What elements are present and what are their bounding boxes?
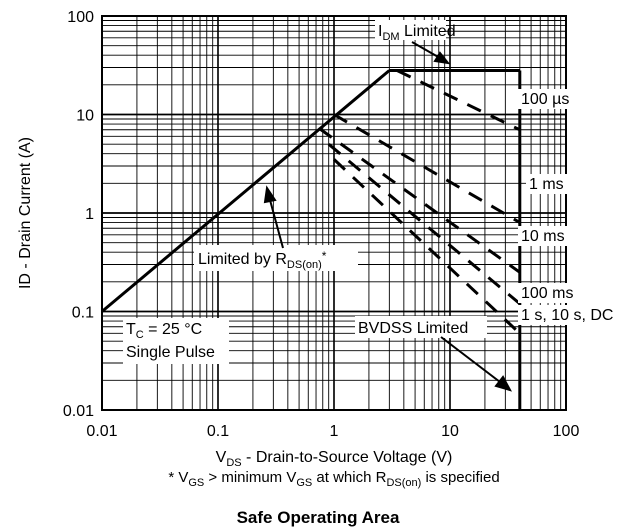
x-tick-label: 100 bbox=[553, 423, 580, 440]
curve-label-bg-4 bbox=[518, 305, 626, 325]
curve-label-bg-1 bbox=[526, 174, 576, 194]
idm-label: IDM Limited bbox=[378, 23, 456, 43]
idm-label-bg bbox=[375, 20, 446, 40]
rds-arrow-line bbox=[269, 199, 284, 249]
tc-label-post: = 25 °C bbox=[144, 321, 202, 338]
curve-label-100ms: 100 ms bbox=[521, 285, 573, 302]
curve-label-bg-3 bbox=[518, 283, 590, 303]
idm-arrow-line bbox=[411, 41, 441, 59]
rds-label-post: * bbox=[322, 249, 327, 263]
footnote-subscript: GS bbox=[296, 477, 312, 489]
conditions-label-bg bbox=[123, 318, 229, 364]
idm-label-pre: I bbox=[378, 23, 382, 40]
y-tick-label: 100 bbox=[67, 9, 94, 26]
y-tick-label: 0.1 bbox=[72, 305, 94, 322]
y-tick-label: 1 bbox=[85, 206, 94, 223]
x-axis-label: VDS - Drain-to-Source Voltage (V) bbox=[216, 449, 453, 469]
bvdss-arrow-line bbox=[440, 336, 501, 383]
tick-labels: 0.01 0.1 1 10 100 0.01 0.1 1 10 100 bbox=[63, 9, 580, 440]
footnote-text: > minimum V bbox=[204, 469, 296, 486]
y-axis-label: ID - Drain Current (A) bbox=[17, 137, 34, 289]
tc-label-sub: C bbox=[136, 329, 144, 341]
x-tick-label: 0.01 bbox=[86, 423, 117, 440]
bvdss-arrowhead bbox=[494, 375, 513, 392]
bvdss-label: BVDSS Limited bbox=[358, 320, 468, 337]
curve-label-100us: 100 µs bbox=[521, 91, 569, 108]
footnote-text: is specified bbox=[421, 469, 499, 486]
x-axis-label-post: - Drain-to-Source Voltage (V) bbox=[242, 449, 453, 466]
footnote-subscript: DS(on) bbox=[386, 477, 421, 489]
chart-title: Safe Operating Area bbox=[237, 508, 400, 527]
tc-label-pre: T bbox=[126, 321, 136, 338]
series-line-3 bbox=[396, 69, 521, 132]
rds-label-pre: Limited by R bbox=[198, 251, 287, 268]
series-line-0 bbox=[101, 69, 391, 313]
y-tick-label: 0.01 bbox=[63, 403, 94, 420]
x-tick-label: 0.1 bbox=[207, 423, 229, 440]
footnote-subscript: GS bbox=[188, 477, 204, 489]
x-tick-label: 1 bbox=[330, 423, 339, 440]
rds-arrowhead bbox=[263, 185, 277, 204]
tc-label: TC = 25 °C bbox=[126, 321, 202, 341]
rds-label: Limited by RDS(on)* bbox=[198, 249, 327, 271]
x-axis-label-sub: DS bbox=[226, 457, 241, 469]
x-tick-label: 10 bbox=[441, 423, 459, 440]
x-axis-label-pre: V bbox=[216, 449, 227, 466]
curve-label-1ms: 1 ms bbox=[529, 176, 564, 193]
curve-label-dc: 1 s, 10 s, DC bbox=[521, 307, 613, 324]
rds-label-sub: DS(on) bbox=[287, 259, 322, 271]
plot-frame bbox=[101, 15, 567, 411]
footnote-text: * V bbox=[168, 469, 188, 486]
curve-label-bg-2 bbox=[518, 226, 578, 246]
idm-arrowhead bbox=[433, 51, 451, 65]
y-tick-label: 10 bbox=[76, 108, 94, 125]
footnote: * VGS > minimum VGS at which RDS(on) is … bbox=[168, 469, 499, 489]
idm-label-post: Limited bbox=[400, 23, 456, 40]
bvdss-label-bg bbox=[355, 316, 487, 338]
annotation-arrows bbox=[263, 41, 513, 392]
series-line-4 bbox=[333, 113, 521, 224]
idm-label-sub: DM bbox=[382, 31, 399, 43]
curve-label-10ms: 10 ms bbox=[521, 228, 565, 245]
curve-label-bg-0 bbox=[518, 89, 590, 109]
series-line-7 bbox=[332, 158, 521, 335]
single-pulse-label: Single Pulse bbox=[126, 344, 215, 361]
rds-label-bg bbox=[194, 245, 358, 271]
footnote-text: at which R bbox=[312, 469, 386, 486]
